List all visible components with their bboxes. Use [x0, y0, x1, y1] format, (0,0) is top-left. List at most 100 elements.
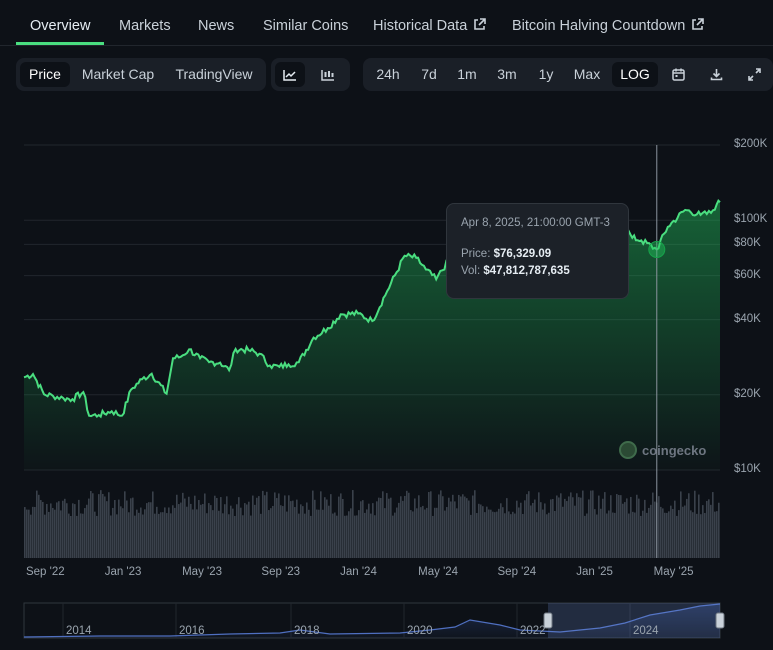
volume-bar	[70, 515, 72, 558]
volume-bar	[588, 499, 590, 558]
volume-bar	[564, 498, 566, 558]
volume-bar	[688, 493, 690, 558]
date-range-button[interactable]	[663, 62, 693, 87]
download-button[interactable]	[701, 62, 731, 87]
fullscreen-button[interactable]	[739, 62, 769, 87]
volume-bar	[220, 497, 222, 558]
volume-bar	[306, 502, 308, 558]
chart-tooltip: Apr 8, 2025, 21:00:00 GMT-3 Price: $76,3…	[446, 203, 629, 299]
candlestick-icon	[321, 69, 334, 81]
volume-bar	[336, 515, 338, 558]
volume-bar	[144, 509, 146, 558]
y-tick-label: $100K	[734, 213, 768, 226]
hover-point	[648, 241, 666, 259]
volume-bar	[532, 502, 534, 558]
active-tab-indicator	[16, 42, 104, 45]
volume-bar	[466, 498, 468, 558]
volume-bar	[132, 497, 134, 558]
volume-bar	[458, 494, 460, 558]
volume-bar	[362, 500, 364, 558]
volume-bar	[172, 505, 174, 558]
volume-bar	[154, 513, 156, 558]
volume-bar	[620, 495, 622, 558]
volume-bar	[614, 512, 616, 558]
calendar-icon	[671, 68, 685, 81]
range-1m-button[interactable]: 1m	[457, 66, 477, 82]
volume-bar	[386, 493, 388, 558]
volume-bar	[390, 497, 392, 558]
volume-bar	[630, 496, 632, 558]
volume-bar	[516, 500, 518, 558]
volume-bar	[272, 505, 274, 558]
volume-bar	[510, 514, 512, 558]
tab-bar: Overview Markets News Similar Coins Hist…	[0, 0, 773, 46]
range-24h-button[interactable]: 24h	[376, 66, 400, 82]
y-tick-label: $60K	[734, 268, 761, 281]
volume-bar	[330, 494, 332, 558]
volume-bar	[660, 506, 662, 558]
volume-bar	[110, 515, 112, 558]
volume-bar	[478, 503, 480, 558]
log-scale-toggle[interactable]: LOG	[612, 62, 658, 87]
volume-bar	[580, 497, 582, 558]
volume-bar	[622, 503, 624, 558]
volume-bar	[370, 513, 372, 558]
volume-bar	[302, 506, 304, 558]
y-tick-label: $20K	[734, 387, 761, 400]
volume-bar	[642, 510, 644, 558]
line-chart-button[interactable]	[275, 62, 305, 87]
volume-bar	[338, 496, 340, 558]
volume-bar	[130, 498, 132, 558]
volume-bar	[484, 512, 486, 558]
volume-bar	[548, 512, 550, 558]
market-cap-view-button[interactable]: Market Cap	[81, 66, 155, 82]
line-chart-icon	[283, 69, 296, 81]
volume-bar	[78, 499, 80, 558]
navigator-handle[interactable]	[543, 612, 553, 629]
volume-bar	[26, 509, 28, 558]
volume-bar	[52, 507, 54, 558]
tab-bitcoin-halving-countdown[interactable]: Bitcoin Halving Countdown	[512, 18, 705, 34]
tradingview-button[interactable]: TradingView	[175, 66, 253, 82]
tab-news[interactable]: News	[198, 18, 235, 34]
volume-bar	[270, 508, 272, 558]
volume-bar	[198, 500, 200, 558]
volume-bar	[530, 505, 532, 558]
navigator-line	[23, 603, 721, 638]
volume-bar	[378, 497, 380, 558]
volume-bar	[500, 503, 502, 558]
volume-bar	[662, 508, 664, 558]
x-tick-label: Jan '23	[104, 566, 142, 578]
navigator-handle[interactable]	[715, 612, 725, 629]
volume-bar	[594, 509, 596, 558]
tab-similar-coins[interactable]: Similar Coins	[263, 18, 349, 34]
volume-bar	[268, 510, 270, 558]
volume-bar	[58, 501, 60, 558]
navigator-tick-label: 2014	[66, 625, 92, 637]
range-3m-button[interactable]: 3m	[497, 66, 517, 82]
candlestick-button[interactable]	[313, 62, 343, 87]
price-view-button[interactable]: Price	[20, 62, 70, 87]
volume-bar	[140, 507, 142, 558]
tab-markets[interactable]: Markets	[119, 18, 171, 34]
range-7d-button[interactable]: 7d	[421, 66, 437, 82]
volume-bar	[476, 513, 478, 558]
volume-bar	[474, 490, 476, 558]
navigator-tick-label: 2020	[407, 625, 433, 637]
volume-bar	[94, 511, 96, 558]
range-1y-button[interactable]: 1y	[538, 66, 554, 82]
volume-bar	[408, 492, 410, 558]
download-icon	[710, 69, 722, 81]
volume-bar	[278, 493, 280, 558]
volume-bar	[608, 510, 610, 558]
volume-bar	[572, 497, 574, 558]
volume-bar	[552, 498, 554, 558]
tab-overview[interactable]: Overview	[30, 18, 91, 34]
volume-bar	[536, 512, 538, 558]
navigator-selection[interactable]	[548, 603, 720, 638]
volume-bar	[264, 495, 266, 558]
range-max-button[interactable]: Max	[573, 66, 601, 82]
tab-historical-data[interactable]: Historical Data	[373, 18, 487, 34]
volume-bar	[676, 515, 678, 558]
